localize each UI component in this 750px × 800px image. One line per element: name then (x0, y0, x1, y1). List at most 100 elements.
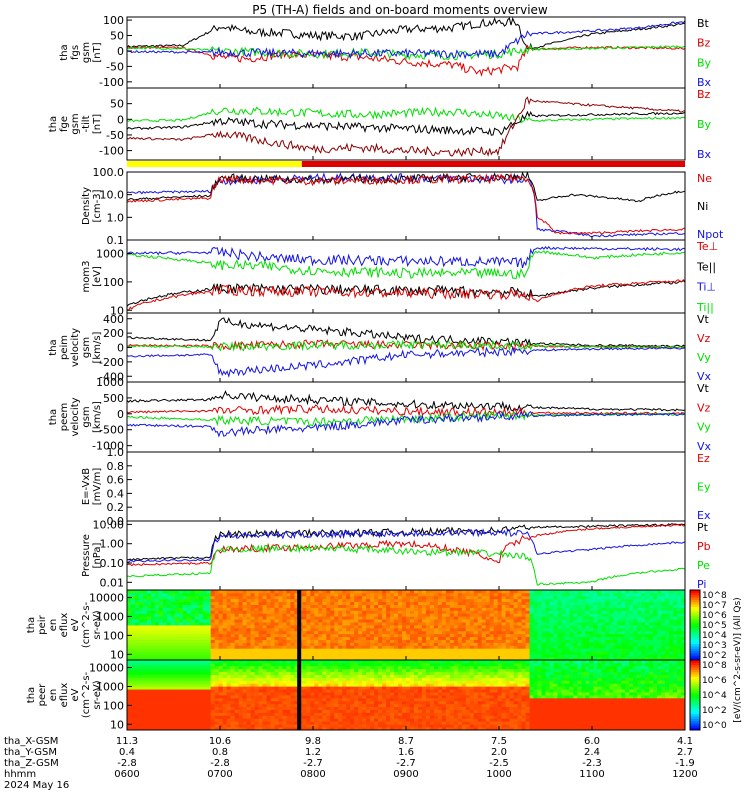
heat-cell (134, 706, 140, 710)
heat-cell (142, 633, 148, 638)
heat-cell (433, 604, 439, 608)
heat-cell (194, 700, 200, 705)
heat-cell (573, 625, 578, 629)
heat-cell (290, 665, 295, 670)
heat-cell (222, 645, 228, 649)
heat-cell (150, 671, 156, 675)
heat-cell (130, 660, 136, 664)
heat-cell (127, 639, 132, 643)
heat-cell (234, 595, 239, 600)
heat-cell (127, 718, 132, 722)
heat-cell (130, 625, 136, 629)
heat-cell (222, 665, 228, 670)
heat-cell (489, 590, 495, 594)
heat-cell (258, 674, 263, 678)
heat-cell (669, 604, 674, 608)
heat-cell (549, 627, 554, 632)
heat-cell (657, 657, 662, 660)
heat-cell (669, 610, 674, 614)
heat-cell (218, 727, 224, 730)
heat-cell (302, 718, 307, 722)
heat-cell (194, 604, 200, 608)
heat-cell (302, 622, 307, 626)
heat-cell (330, 665, 335, 670)
heat-cell (238, 651, 243, 655)
heat-cell (202, 625, 208, 629)
heat-cell (166, 712, 172, 716)
heat-cell (653, 636, 658, 640)
heat-cell (294, 630, 299, 635)
heat-cell (378, 604, 383, 608)
heat-cell (190, 660, 196, 664)
heat-cell (649, 627, 654, 632)
heat-cell (266, 601, 271, 605)
heat-cell (174, 695, 180, 699)
heat-cell (601, 625, 606, 629)
heat-cell (390, 657, 395, 660)
heat-cell (513, 648, 518, 652)
heat-cell (158, 625, 164, 629)
heat-cell (134, 671, 140, 675)
heat-cell (581, 607, 586, 611)
heat-cell (127, 645, 132, 649)
heat-cell (617, 633, 622, 638)
heat-cell (657, 590, 662, 594)
heat-cell (445, 654, 451, 658)
heat-cell (513, 622, 518, 626)
heat-cell (517, 610, 522, 614)
heat-cell (561, 625, 566, 629)
heat-cell (537, 619, 542, 623)
heat-cell (529, 627, 534, 632)
heat-cell (581, 590, 586, 594)
heat-cell (302, 610, 307, 614)
heat-cell (138, 668, 144, 673)
heat-cell (378, 639, 383, 643)
heat-cell (130, 727, 136, 730)
heat-cell (194, 727, 200, 730)
heat-cell (581, 645, 586, 649)
heat-cell (138, 700, 144, 705)
heat-cell (633, 657, 638, 660)
heat-cell (134, 700, 140, 705)
heat-cell (342, 604, 347, 608)
heat-cell (346, 616, 351, 620)
heat-cell (326, 625, 331, 629)
heat-cell (366, 601, 371, 605)
heat-cell (493, 598, 499, 603)
heat-cell (270, 724, 275, 728)
heat-cell (334, 610, 339, 614)
heat-cell (577, 598, 582, 603)
heat-cell (354, 642, 359, 646)
heat-cell (346, 715, 351, 719)
heat-cell (350, 671, 355, 675)
heat-cell (437, 604, 443, 608)
heat-cell (489, 601, 495, 605)
heat-cell (330, 601, 335, 605)
heat-cell (342, 639, 347, 643)
heat-cell (589, 642, 594, 646)
heat-cell (322, 595, 327, 600)
heat-cell (254, 619, 259, 623)
heat-cell (362, 692, 367, 696)
heat-cell (274, 665, 279, 670)
heat-cell (274, 697, 279, 702)
heat-cell (437, 598, 443, 603)
heat-cell (234, 662, 239, 667)
heat-cell (138, 727, 144, 730)
heat-cell (358, 639, 363, 643)
heat-cell (677, 625, 682, 629)
heat-cell (617, 616, 622, 620)
heat-cell (549, 613, 554, 617)
heat-cell (557, 625, 562, 629)
heat-cell (182, 703, 188, 708)
heat-cell (633, 607, 638, 611)
heat-cell (266, 660, 271, 664)
heat-cell (334, 604, 339, 608)
heat-cell (489, 651, 495, 655)
heat-cell (238, 657, 243, 660)
heat-cell (146, 610, 152, 614)
heat-cell (406, 590, 411, 594)
heat-cell (605, 604, 610, 608)
heat-cell (142, 654, 148, 658)
heat-cell (421, 654, 427, 658)
